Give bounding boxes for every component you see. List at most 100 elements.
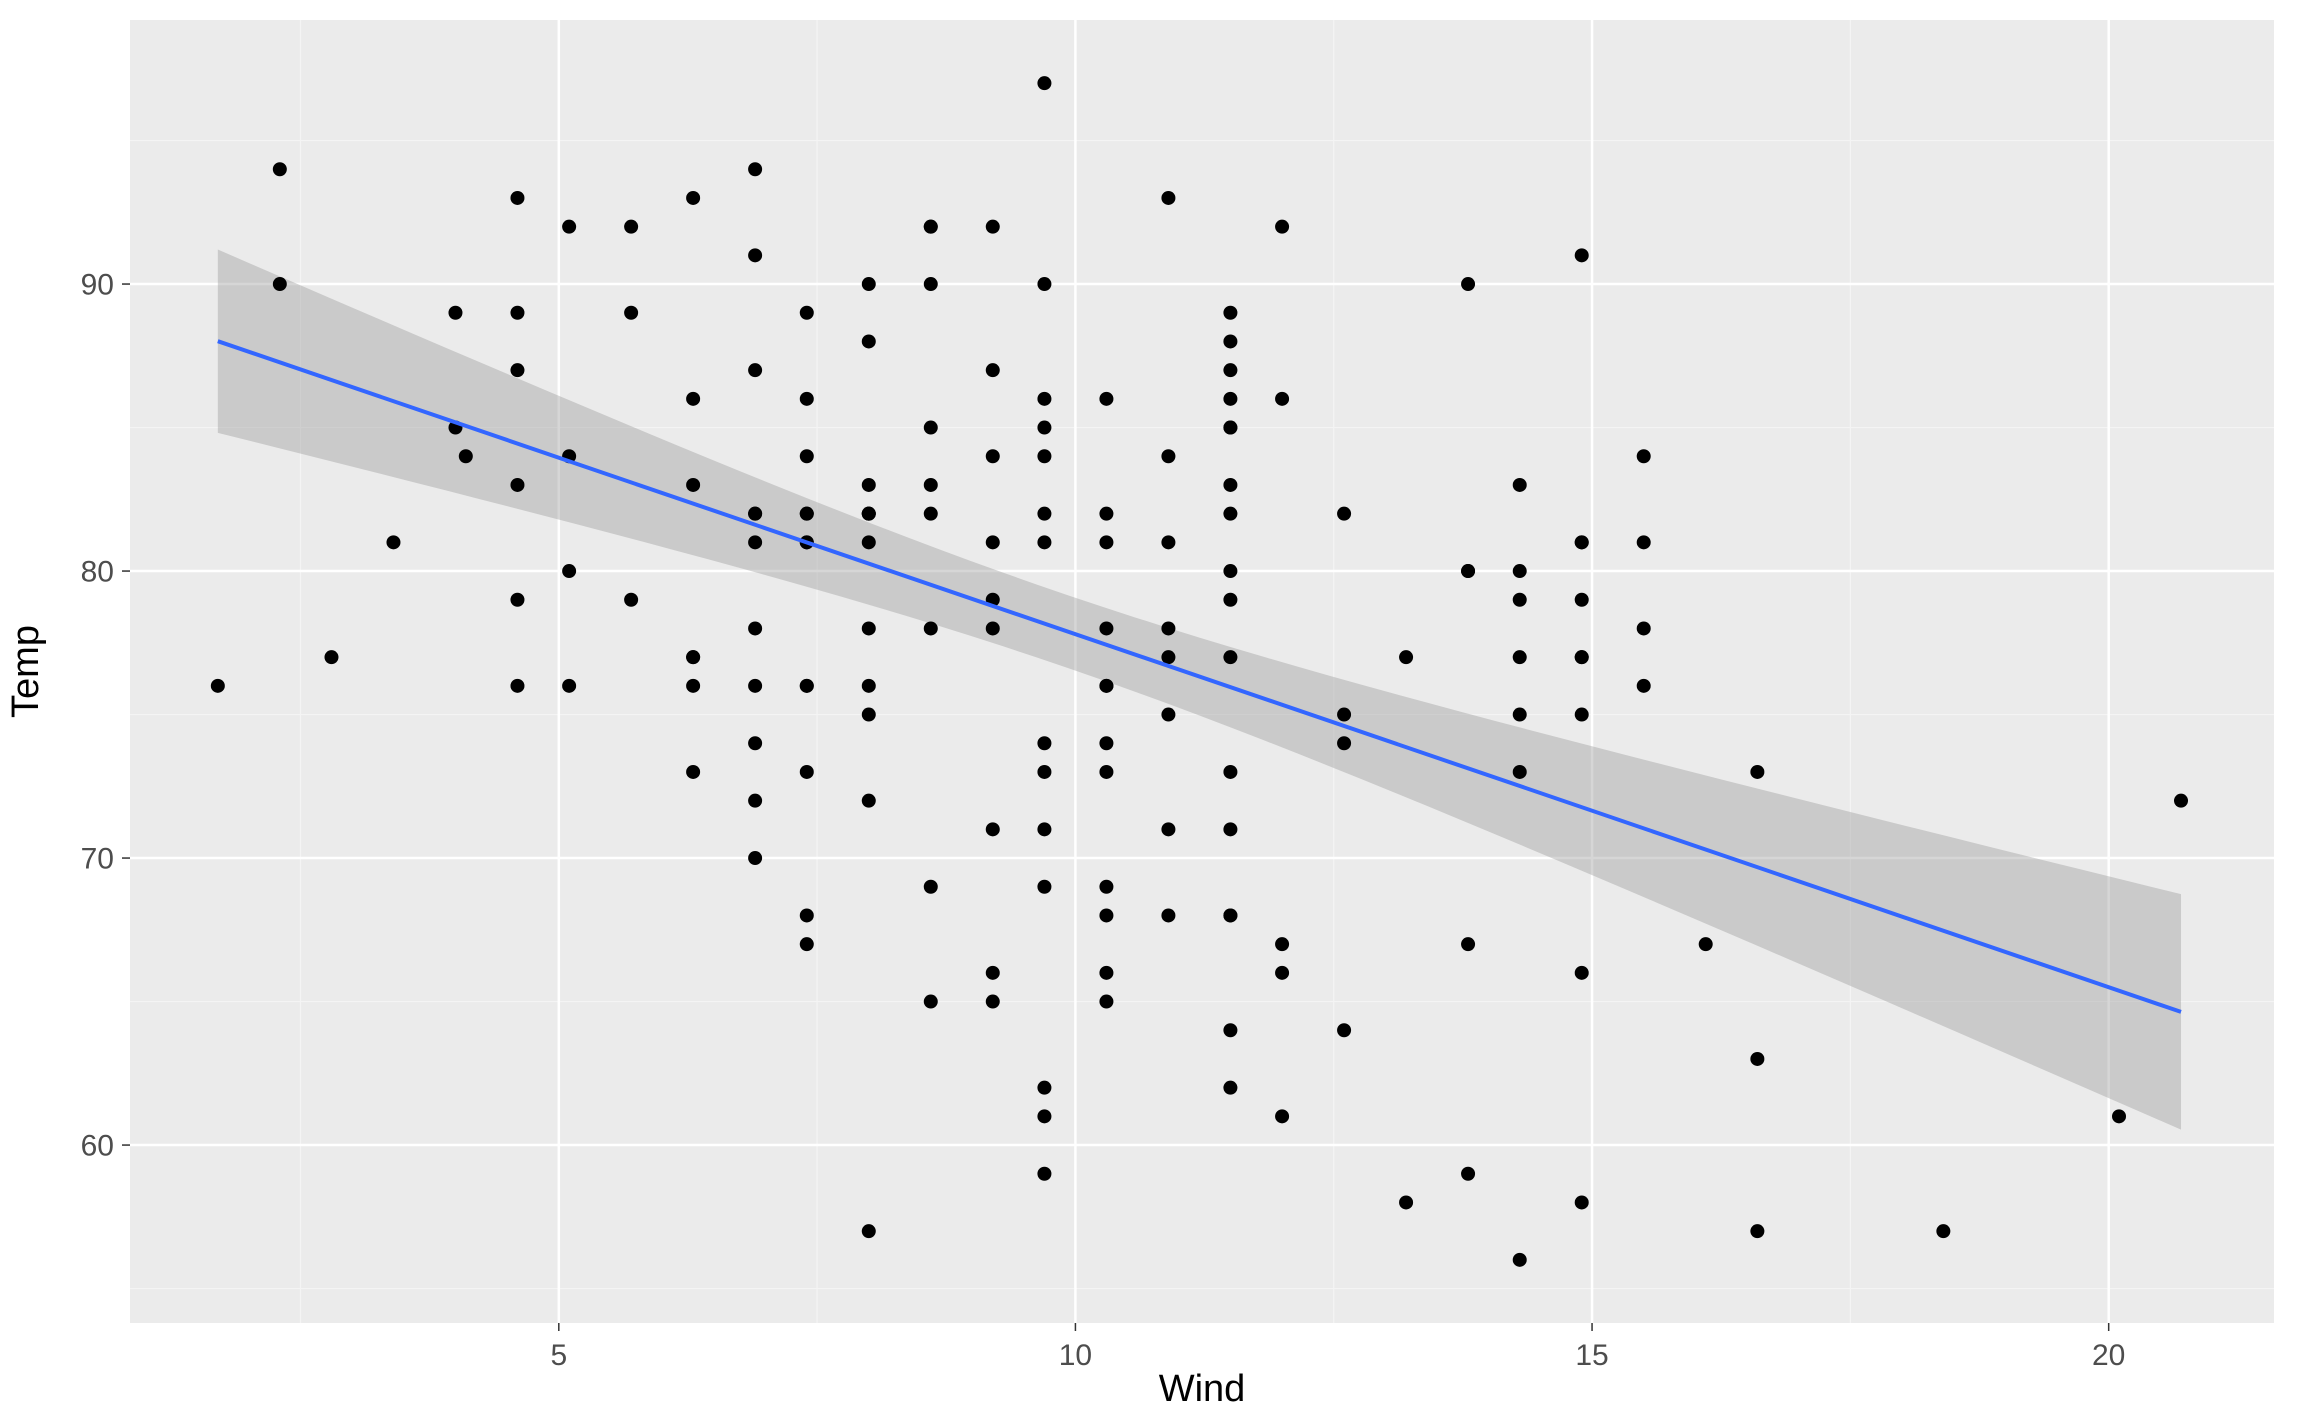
data-point [986,449,1000,463]
data-point [924,621,938,635]
y-tick-label: 90 [81,269,114,302]
data-point [1275,1109,1289,1123]
data-point [862,708,876,722]
x-tick-label: 10 [1059,1339,1092,1372]
data-point [1275,966,1289,980]
data-point [562,564,576,578]
data-point [1099,392,1113,406]
x-tick-label: 15 [1575,1339,1608,1372]
data-point [748,736,762,750]
data-point [1275,937,1289,951]
data-point [1223,822,1237,836]
data-point [686,478,700,492]
data-point [1161,535,1175,549]
y-tick-label: 60 [81,1130,114,1163]
data-point [1513,765,1527,779]
data-point [510,478,524,492]
data-point [1037,507,1051,521]
x-tick-label: 5 [550,1339,567,1372]
data-point [686,765,700,779]
data-point [273,277,287,291]
data-point [1223,363,1237,377]
data-point [1037,880,1051,894]
data-point [862,1224,876,1238]
data-point [1461,937,1475,951]
data-point [1337,1023,1351,1037]
data-point [1223,765,1237,779]
data-point [1399,650,1413,664]
data-point [1575,535,1589,549]
data-point [800,306,814,320]
data-point [1099,736,1113,750]
data-point [1275,392,1289,406]
data-point [924,277,938,291]
data-point [1750,765,1764,779]
data-point [386,535,400,549]
data-point [1513,650,1527,664]
data-point [748,363,762,377]
data-point [862,679,876,693]
data-point [1161,650,1175,664]
data-point [1575,650,1589,664]
data-point [1936,1224,1950,1238]
data-point [924,421,938,435]
data-point [1223,564,1237,578]
data-point [924,478,938,492]
data-point [986,966,1000,980]
y-tick-label: 70 [81,843,114,876]
data-point [211,679,225,693]
data-point [1223,306,1237,320]
data-point [1575,966,1589,980]
data-point [862,277,876,291]
data-point [1699,937,1713,951]
data-point [1037,765,1051,779]
data-point [1161,708,1175,722]
data-point [2112,1109,2126,1123]
data-point [748,535,762,549]
data-point [748,851,762,865]
data-point [1037,736,1051,750]
data-point [1099,507,1113,521]
data-point [459,449,473,463]
data-point [924,880,938,894]
data-point [800,392,814,406]
data-point [1037,1109,1051,1123]
data-point [800,449,814,463]
data-point [862,621,876,635]
data-point [1575,1195,1589,1209]
data-point [1513,593,1527,607]
data-point [1399,1195,1413,1209]
data-point [1099,621,1113,635]
data-point [748,679,762,693]
data-point [1223,650,1237,664]
data-point [1161,822,1175,836]
data-point [1337,507,1351,521]
data-point [800,937,814,951]
data-point [1575,708,1589,722]
data-point [624,593,638,607]
data-point [748,507,762,521]
data-point [800,507,814,521]
data-point [1223,1023,1237,1037]
scatter-chart: 510152060708090WindTemp [0,0,2304,1423]
data-point [1037,449,1051,463]
data-point [686,650,700,664]
data-point [1161,908,1175,922]
data-point [1037,1081,1051,1095]
data-point [748,621,762,635]
data-point [1275,220,1289,234]
data-point [1037,76,1051,90]
data-point [800,765,814,779]
data-point [1037,421,1051,435]
data-point [562,220,576,234]
y-axis-title: Temp [5,625,47,718]
data-point [1513,564,1527,578]
y-tick-label: 80 [81,556,114,589]
data-point [1750,1052,1764,1066]
data-point [1161,449,1175,463]
data-point [1513,1253,1527,1267]
data-point [1575,593,1589,607]
data-point [510,363,524,377]
data-point [1461,1167,1475,1181]
data-point [1099,679,1113,693]
